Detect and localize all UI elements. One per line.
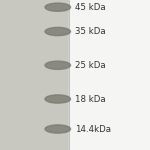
Text: 45 kDa: 45 kDa bbox=[75, 3, 106, 12]
Text: 25 kDa: 25 kDa bbox=[75, 61, 106, 70]
Text: 14.4kDa: 14.4kDa bbox=[75, 124, 111, 134]
Ellipse shape bbox=[45, 125, 70, 133]
Ellipse shape bbox=[45, 3, 70, 11]
Text: 18 kDa: 18 kDa bbox=[75, 94, 106, 103]
Ellipse shape bbox=[45, 27, 70, 36]
Bar bbox=[0, 0, 69, 150]
Ellipse shape bbox=[45, 95, 70, 103]
Bar bbox=[69, 0, 150, 150]
Text: 35 kDa: 35 kDa bbox=[75, 27, 106, 36]
Ellipse shape bbox=[45, 61, 70, 69]
